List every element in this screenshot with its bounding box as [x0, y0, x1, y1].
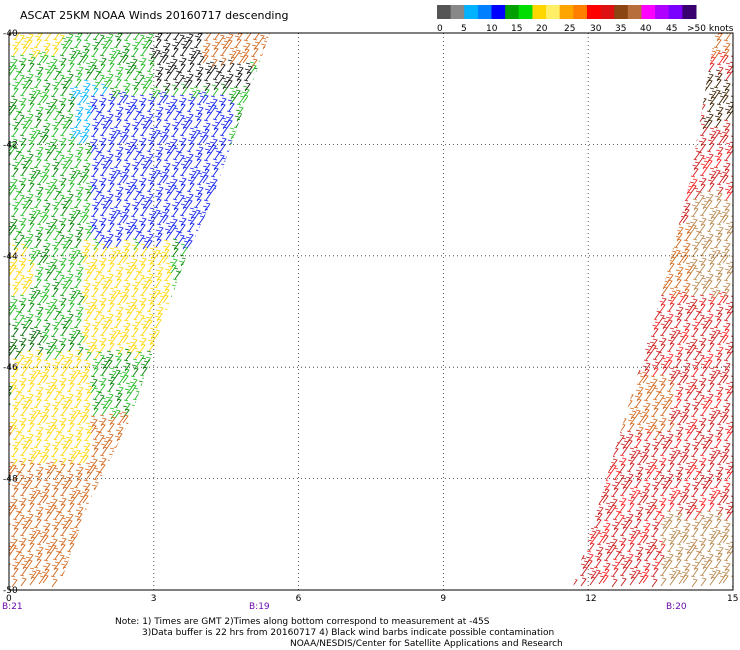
wind-speed-legend: 0 5 10 15 20 25 30 35 40 45 >50 knots — [437, 5, 734, 34]
wind-barb-group — [659, 189, 733, 588]
legend-label: 30 — [590, 24, 602, 34]
legend-label: 5 — [461, 24, 467, 34]
legend-swatch — [614, 5, 629, 19]
wind-barb-group — [89, 91, 235, 250]
legend-swatch — [450, 5, 465, 19]
legend-label: 10 — [486, 24, 498, 34]
latitude-label: -50 — [3, 586, 18, 596]
legend-swatch — [546, 5, 561, 19]
legend-label: >50 knots — [687, 24, 734, 34]
legend-label: 0 — [437, 24, 443, 34]
latitude-label: -42 — [3, 140, 18, 150]
legend-swatch — [627, 5, 642, 19]
legend-label: 25 — [564, 24, 575, 34]
legend-swatch — [491, 5, 506, 19]
longitude-label: 9 — [440, 594, 446, 604]
footer-note-2: 3)Data buffer is 22 hrs from 20160717 4)… — [142, 628, 555, 638]
longitude-label: 0 — [6, 594, 12, 604]
legend-swatch — [505, 5, 520, 19]
map-title: ASCAT 25KM NOAA Winds 20160717 descendin… — [20, 9, 289, 22]
wind-barb-group — [9, 33, 173, 468]
latitude-labels: -40 -42 -44 -46 -48 -50 — [3, 29, 18, 596]
longitude-label: 12 — [585, 594, 596, 604]
legend-swatch — [559, 5, 574, 19]
legend-labels: 0 5 10 15 20 25 30 35 40 45 >50 knots — [437, 24, 734, 34]
legend-swatch — [655, 5, 670, 19]
legend-swatch — [464, 5, 479, 19]
wind-barb-group — [9, 33, 270, 420]
west-swath — [9, 33, 270, 588]
pass-time-label: B:21 — [2, 602, 23, 612]
map-border — [8, 32, 734, 591]
legend-swatch — [518, 5, 533, 19]
legend-label: 20 — [536, 24, 548, 34]
legend-swatch — [682, 5, 697, 19]
east-swath — [572, 33, 733, 588]
legend-swatch — [586, 5, 602, 19]
legend-swatch — [668, 5, 683, 19]
latitude-label: -48 — [3, 475, 18, 485]
legend-label: 35 — [615, 24, 626, 34]
legend-swatch — [532, 5, 547, 19]
wind-barb-group — [699, 69, 733, 130]
wind-barb-group — [69, 79, 108, 145]
lat-lon-grid — [9, 33, 733, 590]
footer-note-1: Note: 1) Times are GMT 2)Times along bot… — [115, 617, 490, 627]
legend-label: 15 — [511, 24, 522, 34]
longitude-label: 3 — [151, 594, 157, 604]
legend-swatch — [600, 5, 615, 19]
legend-swatch — [573, 5, 588, 19]
legend-color-bar — [437, 5, 697, 19]
latitude-label: -46 — [3, 363, 18, 373]
pass-time-label: B:20 — [666, 602, 687, 612]
wind-barb-group — [572, 51, 733, 588]
longitude-label: 15 — [727, 594, 738, 604]
pass-time-label: B:19 — [249, 602, 270, 612]
legend-swatch — [477, 5, 493, 19]
longitude-label: 6 — [296, 594, 302, 604]
pass-time-labels: B:21 B:19 B:20 — [2, 602, 687, 612]
footer-credit: NOAA/NESDIS/Center for Satellite Applica… — [290, 639, 563, 649]
wind-barb-swaths — [9, 33, 733, 588]
legend-label: 40 — [640, 24, 652, 34]
legend-swatch — [641, 5, 656, 19]
map-frame — [8, 32, 734, 591]
latitude-label: -44 — [3, 252, 18, 262]
longitude-labels: 0 3 6 9 12 15 — [6, 594, 738, 604]
latitude-label: -40 — [3, 29, 18, 39]
legend-swatch — [437, 5, 452, 19]
legend-label: 45 — [666, 24, 677, 34]
wind-barb-group — [9, 319, 45, 395]
wind-barb-group — [572, 52, 733, 584]
